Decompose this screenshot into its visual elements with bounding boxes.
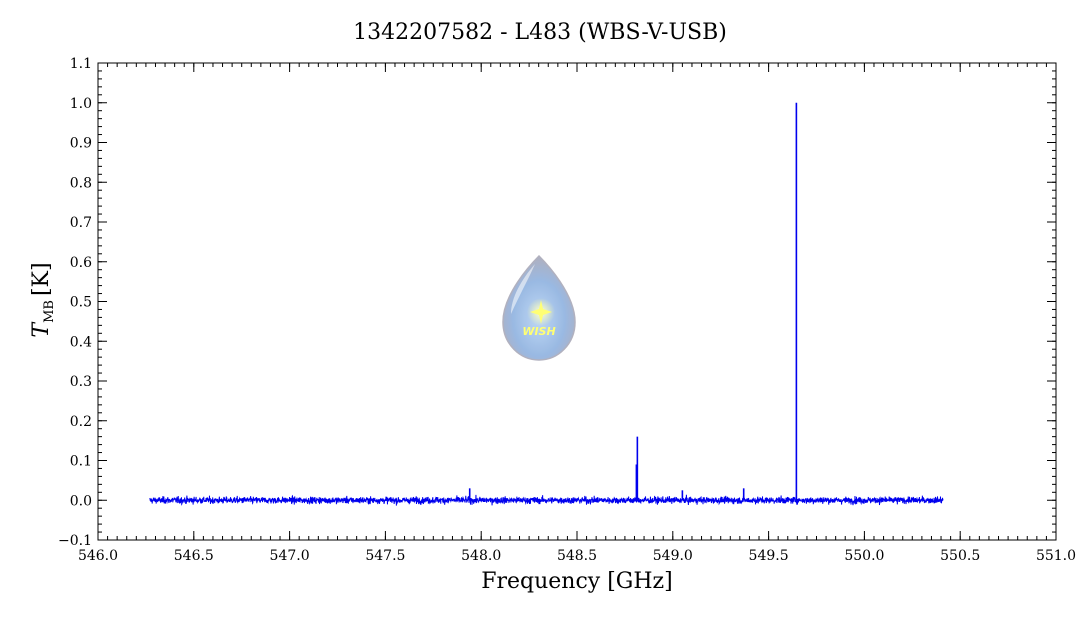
y-tick-label: 0.6 <box>70 255 92 271</box>
y-axis-label: TMB [K] <box>29 262 57 337</box>
y-tick-label: 0.4 <box>70 334 92 350</box>
x-tick-label: 549.5 <box>749 548 789 564</box>
y-tick-label: 0.2 <box>70 414 92 430</box>
star-icon <box>530 300 552 324</box>
chart-title: 1342207582 - L483 (WBS-V-USB) <box>353 20 727 45</box>
x-tick-label: 547.0 <box>270 548 310 564</box>
x-tick-label: 548.0 <box>461 548 501 564</box>
y-axis-label-main: T <box>29 321 54 338</box>
y-axis-label-sub: MB <box>42 300 57 323</box>
y-axis-label-unit: [K] <box>29 262 54 296</box>
x-tick-label: 546.0 <box>78 548 118 564</box>
spectrum-peaks <box>468 102 798 501</box>
y-tick-label: 0.8 <box>70 175 92 191</box>
x-tick-label: 548.5 <box>557 548 597 564</box>
y-tick-label: 1.0 <box>70 96 92 112</box>
x-tick-label: 546.5 <box>174 548 214 564</box>
y-axis-ticks <box>98 62 1056 541</box>
svg-text:TMB[K]: TMB [K] <box>29 262 57 337</box>
wish-logo: WISH <box>502 254 576 361</box>
y-tick-label: 0.1 <box>70 454 92 470</box>
x-axis-ticks <box>97 63 1057 540</box>
y-tick-label: −0.1 <box>58 533 92 549</box>
y-tick-label: 0.5 <box>70 295 92 311</box>
plot-frame <box>97 62 1057 541</box>
x-tick-label: 549.0 <box>653 548 693 564</box>
x-tick-label: 550.5 <box>940 548 980 564</box>
series-line <box>149 494 944 506</box>
y-tick-label: 0.9 <box>70 136 92 152</box>
x-axis-label: Frequency [GHz] <box>481 569 673 594</box>
y-tick-label: 0.7 <box>70 215 92 231</box>
x-tick-label: 551.0 <box>1036 548 1076 564</box>
logo-text: WISH <box>522 325 555 338</box>
y-tick-label: 1.1 <box>70 56 92 72</box>
y-tick-label: 0.0 <box>70 493 92 509</box>
y-tick-label: 0.3 <box>70 374 92 390</box>
x-tick-label: 547.5 <box>365 548 405 564</box>
x-axis-tick-labels: 546.0 546.5 547.0 547.5 548.0 548.5 549.0 549.5… <box>78 548 1076 564</box>
y-axis-tick-labels: −0.1 0.0 0.1 0.2 0.3 0.4 0.5 0.6 0.7 0.8 0.9 1.0 1.1 <box>58 56 92 549</box>
x-tick-label: 550.0 <box>844 548 884 564</box>
